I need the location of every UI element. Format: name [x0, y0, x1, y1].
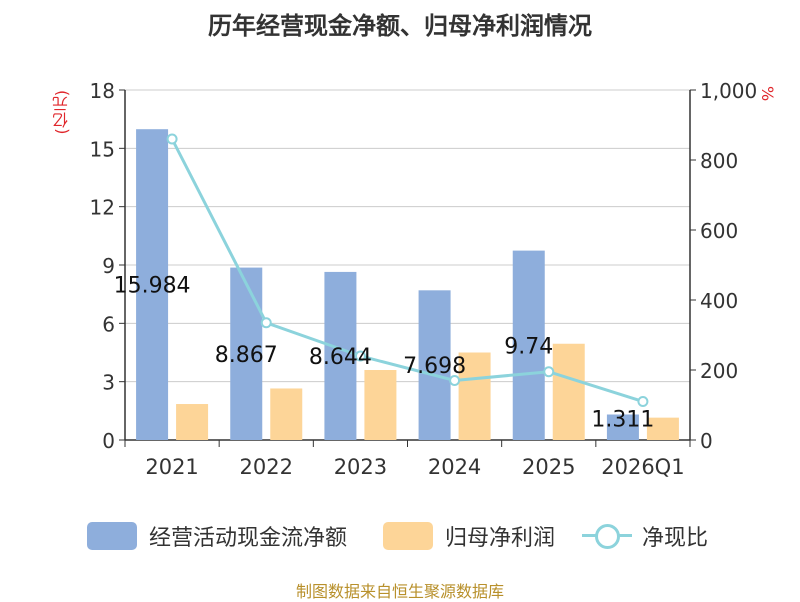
chart-title: 历年经营现金净额、归母净利润情况: [208, 12, 592, 40]
x-tick-label: 2024: [428, 455, 481, 479]
ratio-line: [170, 138, 644, 403]
x-tick-label: 2026Q1: [601, 455, 684, 479]
left-tick-label: 18: [90, 79, 115, 103]
legend-label-ratio: 净现比: [642, 526, 709, 551]
legend-item-ratio[interactable]: 净现比: [582, 516, 708, 556]
legend-item-cashflow[interactable]: 经营活动现金流净额: [87, 516, 347, 556]
right-tick-label: 800: [700, 149, 738, 173]
ratio-point: [637, 396, 649, 407]
ratio-point: [449, 375, 461, 386]
left-tick-label: 3: [102, 371, 115, 395]
x-tick-label: 2021: [145, 455, 198, 479]
legend-label-profit: 归母净利润: [445, 526, 556, 551]
left-tick-label: 9: [102, 254, 115, 278]
bar-cashflow: [230, 267, 263, 440]
bar-cashflow: [606, 414, 639, 440]
x-tick-label: 2025: [522, 455, 575, 479]
legend: 经营活动现金流净额 归母净利润 净现比: [0, 516, 800, 556]
legend-swatch-profit: [383, 522, 433, 550]
right-tick-label: 200: [700, 359, 738, 383]
left-tick-label: 6: [102, 312, 115, 336]
bar-value-label: 8.867: [215, 343, 278, 368]
right-tick-label: 0: [700, 429, 713, 453]
bar-profit: [552, 343, 585, 440]
ratio-point: [260, 317, 272, 329]
legend-label-cashflow: 经营活动现金流净额: [149, 526, 348, 551]
bar-value-label: 9.74: [504, 334, 553, 359]
bar-cashflow: [418, 290, 451, 440]
right-axis-unit: %: [758, 86, 777, 102]
bar-value-label: 1.311: [591, 408, 654, 433]
ratio-point: [543, 366, 555, 378]
bar-profit: [458, 352, 491, 440]
bar-value-label: 7.698: [403, 354, 466, 379]
left-tick-label: 12: [90, 196, 115, 220]
left-tick-label: 0: [102, 429, 115, 453]
data-source: 制图数据来自恒生聚源数据库: [295, 582, 504, 601]
bar-profit: [270, 388, 303, 440]
right-tick-label: 1,000: [700, 79, 757, 103]
left-tick-label: 15: [90, 137, 115, 161]
ratio-point: [166, 133, 178, 145]
bar-cashflow: [324, 271, 357, 440]
bar-profit: [364, 370, 397, 440]
x-tick-label: 2023: [334, 455, 387, 479]
bar-profit: [176, 404, 209, 440]
bar-cashflow: [136, 129, 169, 440]
legend-item-profit[interactable]: 归母净利润: [383, 516, 555, 556]
bar-value-label: 8.644: [309, 345, 372, 370]
x-tick-label: 2022: [240, 455, 293, 479]
bar-cashflow: [512, 250, 545, 440]
legend-swatch-cashflow: [87, 522, 137, 550]
bar-value-label: 15.984: [114, 274, 191, 299]
right-tick-label: 600: [700, 219, 738, 243]
bar-profit: [646, 417, 679, 440]
ratio-point: [354, 350, 366, 362]
legend-swatch-ratio: [582, 522, 632, 550]
right-tick-label: 400: [700, 289, 738, 313]
